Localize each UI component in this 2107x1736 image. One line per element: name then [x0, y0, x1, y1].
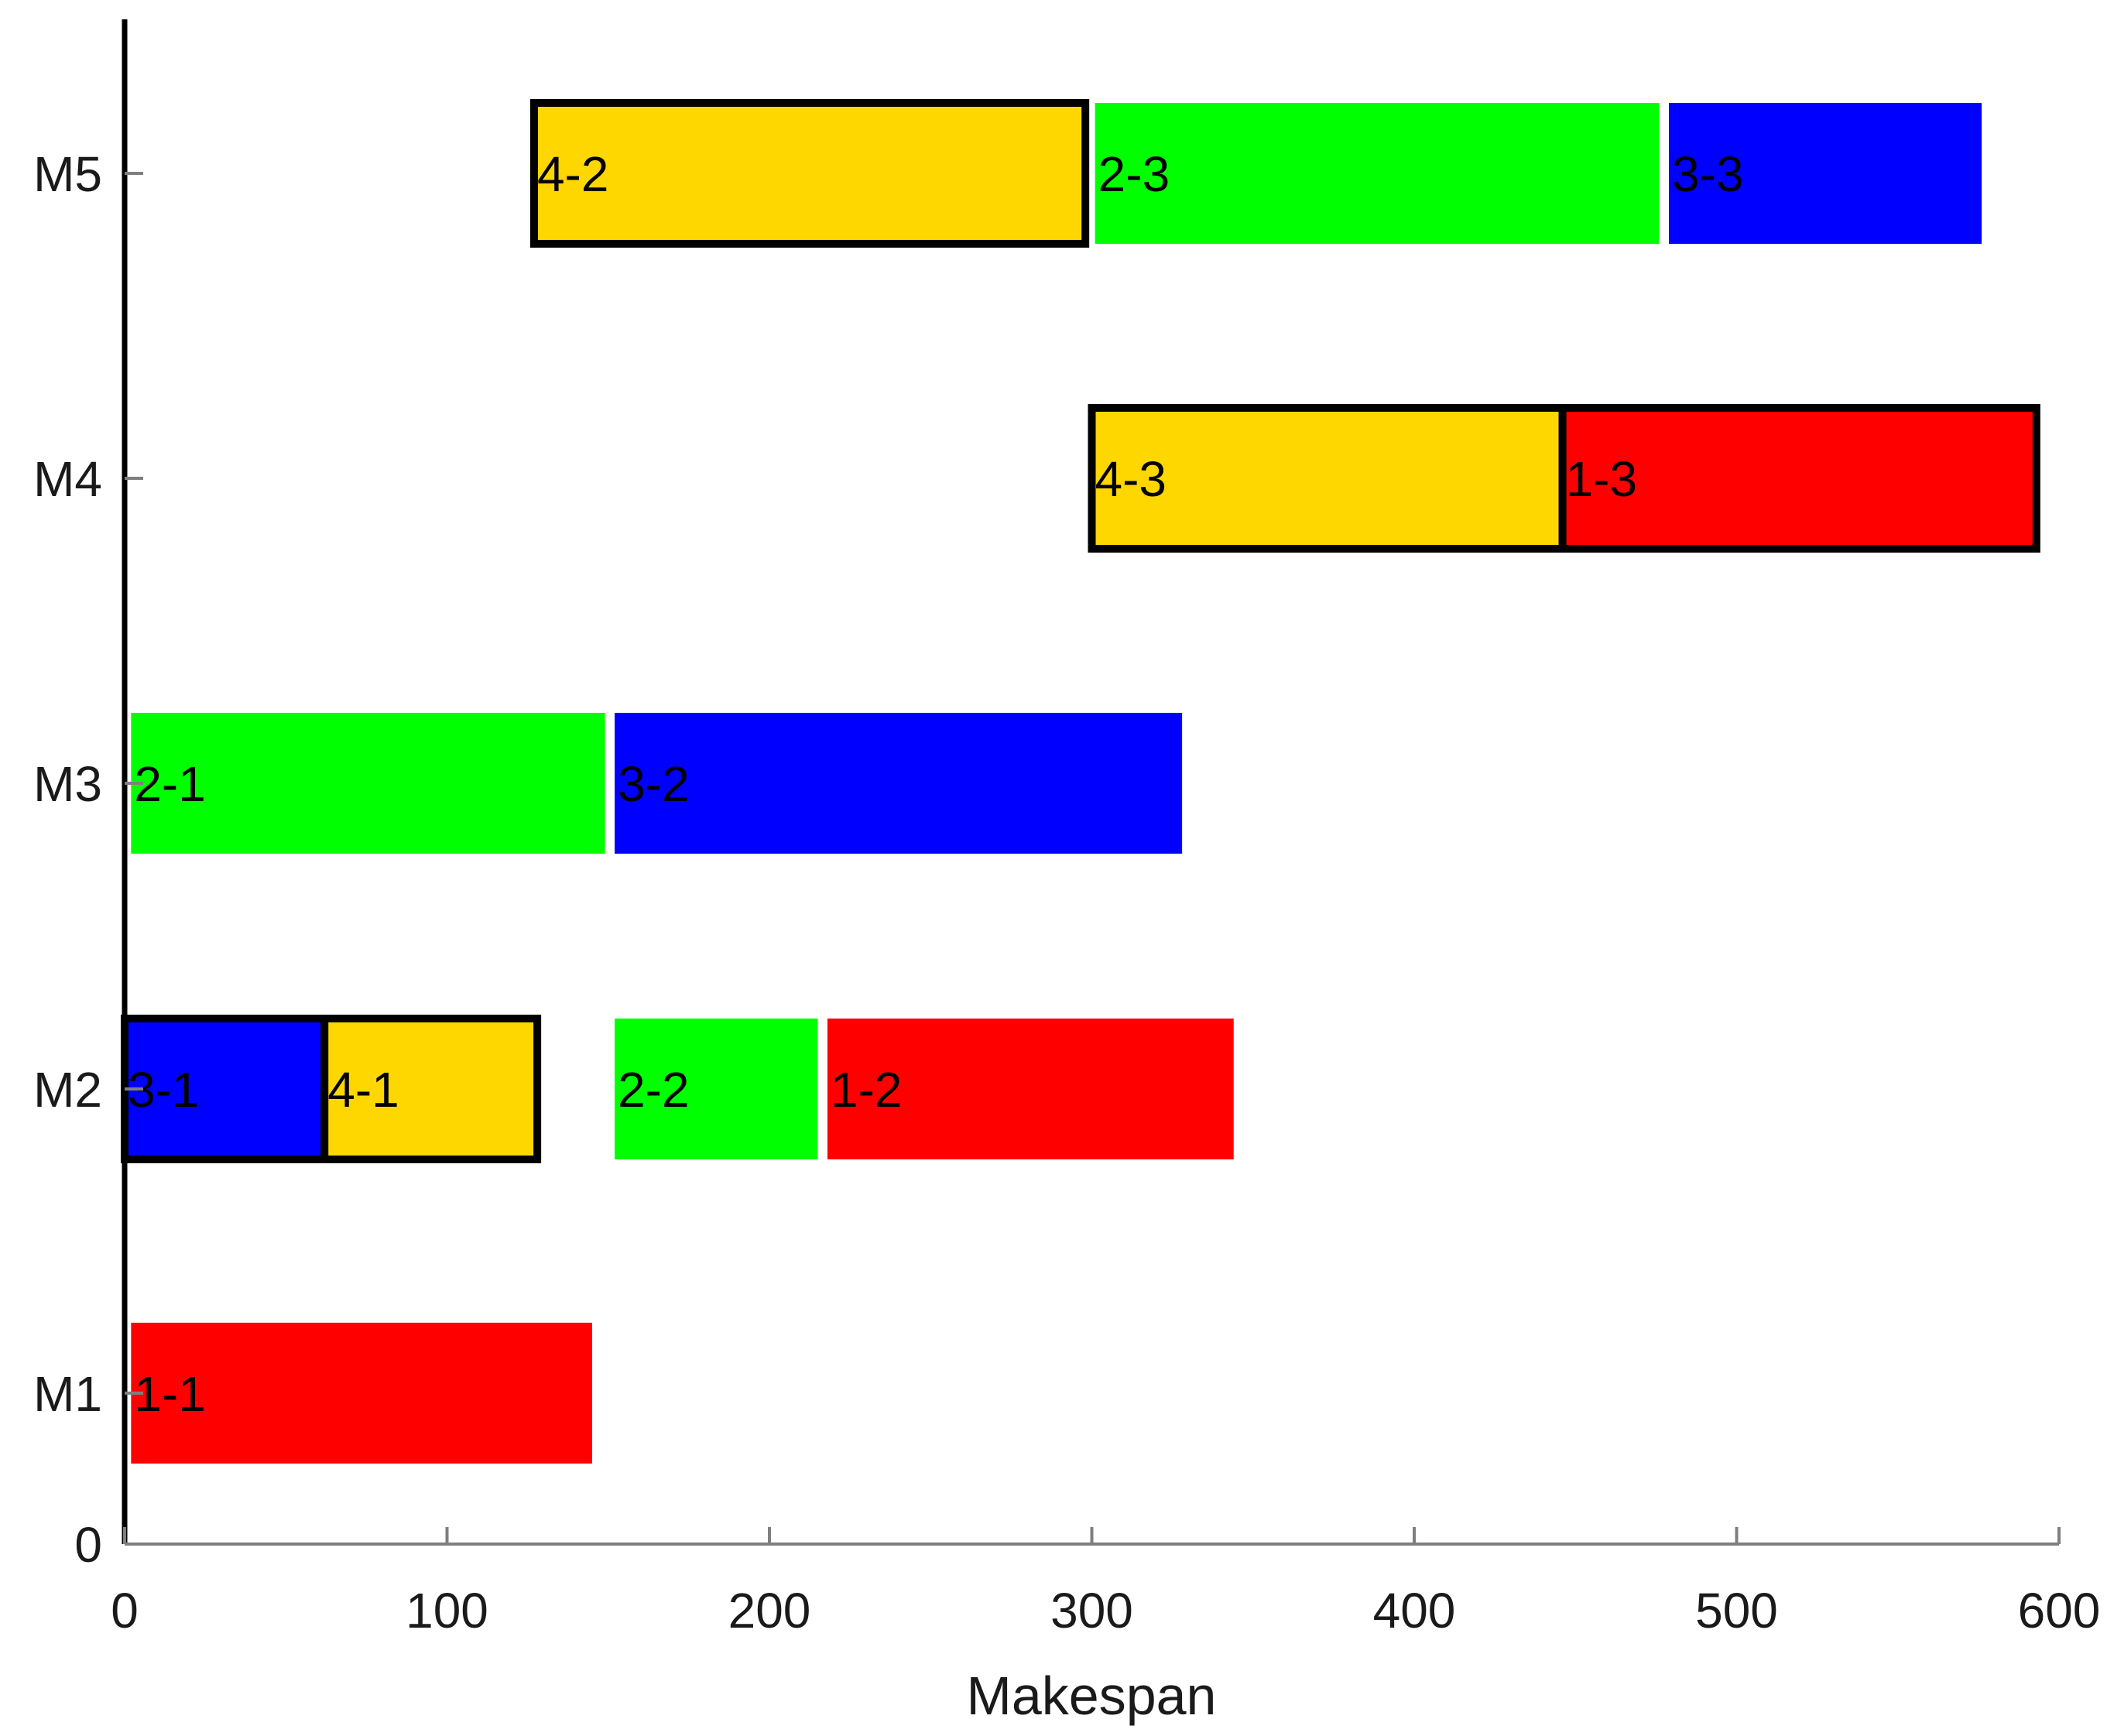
operation-bar-3-2	[615, 713, 1183, 854]
y-ticks: M1 M2 M3 M4 M5	[33, 146, 143, 1422]
operation-label-4-3: 4-3	[1095, 451, 1167, 507]
operation-label-1-2: 1-2	[831, 1062, 903, 1118]
operation-bar-1-2	[827, 1019, 1234, 1159]
operation-label-2-3: 2-3	[1098, 146, 1170, 202]
x-axis-title: Makespan	[967, 1666, 1217, 1726]
bar-labels-layer: 1-13-1 4-1 2-2 1-22-1 3-24-3 1-34-2 2-3 3-3	[128, 146, 1744, 1422]
operation-label-1-1: 1-1	[134, 1366, 206, 1422]
y-tick-label-m3: M3	[33, 756, 102, 812]
operation-bar-4-2	[529, 99, 1090, 248]
operation-bar-2-1	[131, 713, 605, 854]
operation-label-2-2: 2-2	[618, 1062, 690, 1118]
x-tick-label: 600	[2018, 1583, 2101, 1638]
operation-label-4-2: 4-2	[537, 146, 609, 202]
x-tick-label: 500	[1695, 1583, 1778, 1638]
x-tick-label: 300	[1050, 1583, 1133, 1638]
x-tick-label: 400	[1373, 1583, 1456, 1638]
operation-bar-2-3	[1095, 103, 1660, 244]
operation-label-2-1: 2-1	[134, 756, 206, 812]
operation-bar-4-3	[1088, 404, 1567, 553]
operation-bar-4-1	[320, 1015, 542, 1163]
y-tick-label-m2: M2	[33, 1062, 102, 1118]
x-tick-label: 0	[111, 1583, 139, 1638]
y-tick-label-m4: M4	[33, 451, 102, 507]
y-zero-tick-label: 0	[74, 1517, 102, 1573]
operation-label-4-1: 4-1	[327, 1062, 399, 1118]
operation-bar-3-1	[121, 1015, 329, 1163]
x-tick-label: 100	[406, 1583, 488, 1638]
x-ticks: 0 100 200 300 400 500 600	[111, 1527, 2100, 1638]
bars-layer	[121, 99, 2040, 1464]
operation-bar-2-2	[615, 1019, 818, 1159]
operation-label-1-3: 1-3	[1566, 451, 1637, 507]
operation-label-3-2: 3-2	[618, 756, 690, 812]
operation-bar-1-1	[131, 1323, 592, 1464]
operation-label-3-3: 3-3	[1672, 146, 1744, 202]
operation-bar-1-3	[1558, 404, 2040, 553]
operation-bar-3-3	[1669, 103, 1982, 244]
y-tick-label-m1: M1	[33, 1366, 102, 1422]
x-tick-label: 200	[728, 1583, 811, 1638]
y-tick-label-m5: M5	[33, 146, 102, 202]
